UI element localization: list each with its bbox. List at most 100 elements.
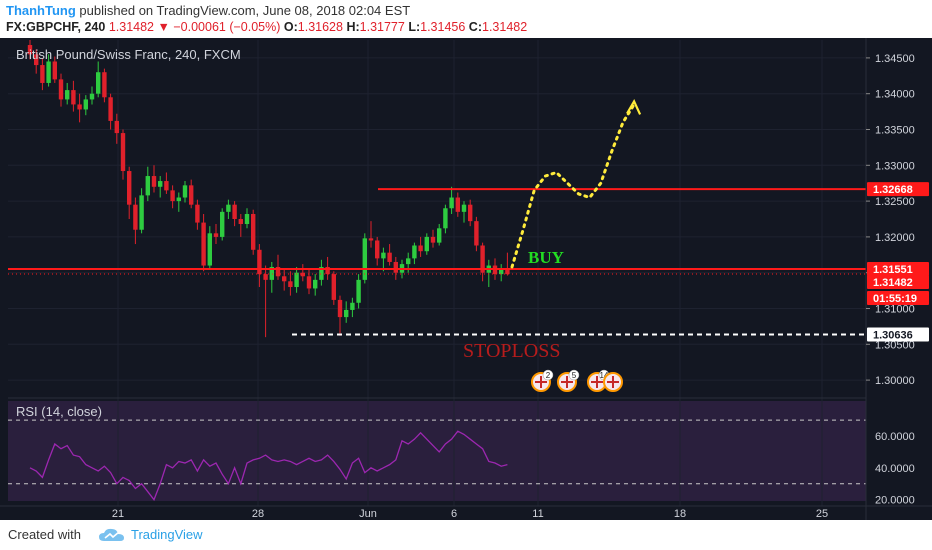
price-label-box <box>867 327 929 342</box>
candle-body <box>170 190 175 202</box>
candle-body <box>220 211 225 237</box>
uk-flag-cross <box>561 376 573 388</box>
price-label-text: 1.32668 <box>873 184 913 196</box>
candle-body <box>344 309 349 318</box>
publish-line: ThanhTung published on TradingView.com, … <box>6 3 410 18</box>
x-tick-label: 11 <box>532 508 543 520</box>
candle-body <box>331 274 336 300</box>
price-label-box <box>867 291 929 306</box>
x-tick-label: 21 <box>112 508 124 520</box>
price-label-text: 1.30636 <box>873 330 913 342</box>
candle-body <box>362 238 367 280</box>
candle-body <box>83 99 88 110</box>
rsi-tick-label: 40.0000 <box>875 463 915 475</box>
candle-body <box>182 185 188 198</box>
chart-title: British Pound/Swiss Franc, 240, FXCM <box>16 47 241 62</box>
candle-body <box>356 279 361 303</box>
candle-body <box>300 272 305 277</box>
candle-body <box>468 204 473 222</box>
uk-flag-cross <box>607 376 619 388</box>
author-link[interactable]: ThanhTung <box>6 3 76 18</box>
candle-body <box>275 266 281 277</box>
candle-body <box>77 104 82 110</box>
candle-body <box>46 61 51 83</box>
event-count: 2 <box>546 371 551 380</box>
y-tick-label: 1.34500 <box>875 53 915 65</box>
candle-body <box>288 281 293 288</box>
price-label-box <box>867 182 929 197</box>
candle-body <box>232 204 237 219</box>
close-label: C: <box>468 20 482 34</box>
tradingview-logo-icon <box>99 528 124 541</box>
candle-body <box>27 45 33 55</box>
candle-body <box>257 249 262 275</box>
grid <box>8 40 866 506</box>
candle-body <box>412 245 417 259</box>
symbol-line: FX:GBPCHF, 240 1.31482 ▼ −0.00061 (−0.05… <box>6 20 527 34</box>
candle-body <box>244 213 250 225</box>
candle-body <box>375 240 380 259</box>
candle-body <box>71 90 76 105</box>
candle-body <box>127 171 132 205</box>
y-tick-label: 1.33000 <box>875 160 915 172</box>
candle-body <box>337 299 343 318</box>
candle-body <box>139 195 144 230</box>
x-tick-label: 6 <box>451 508 457 520</box>
candle-body <box>294 272 299 288</box>
uk-flag-cross <box>535 376 547 388</box>
projection-path <box>510 102 636 269</box>
candle-body <box>449 197 454 209</box>
candle-body <box>406 258 411 265</box>
candle-body <box>213 233 219 237</box>
price-chart[interactable]: 2 5 14 1.300001.305001.310001.315001.32000… <box>0 38 932 520</box>
x-tick-label: 18 <box>674 508 686 520</box>
candle-body <box>269 266 274 280</box>
last-price: 1.31482 <box>108 20 155 34</box>
event-count: 5 <box>572 371 577 380</box>
rsi-tick-label: 20.0000 <box>875 495 915 507</box>
candle-body <box>145 176 150 196</box>
candle-body <box>158 181 163 187</box>
candle-body <box>102 72 107 98</box>
candle-body <box>40 65 45 83</box>
levels: 2 5 14 <box>8 99 866 392</box>
candle-body <box>108 97 113 121</box>
candle-body <box>306 276 312 289</box>
candle-body <box>282 276 287 282</box>
tradingview-brand[interactable]: TradingView <box>131 527 203 542</box>
candle-body <box>430 236 436 243</box>
event-count: 14 <box>600 371 609 380</box>
x-tick-label: 28 <box>252 508 264 520</box>
candle-body <box>387 252 392 262</box>
candle-body <box>238 219 243 225</box>
candle-body <box>226 204 231 212</box>
candle-body <box>368 238 374 241</box>
stoploss-label: STOPLOSS <box>463 340 560 362</box>
open-value: 1.31628 <box>297 20 343 34</box>
candle-body <box>455 197 460 212</box>
price-label-text: 01:55:19 <box>873 293 917 305</box>
candle-body <box>58 79 64 100</box>
x-tick-label: Jun <box>359 508 377 520</box>
event-count-badge <box>568 369 580 381</box>
candle-body <box>350 302 355 310</box>
candle-body <box>65 90 70 100</box>
rsi-line <box>29 430 508 501</box>
price-label-box <box>867 262 929 277</box>
axes: 1.300001.305001.310001.315001.320001.325… <box>0 38 932 520</box>
high-value: 1.31777 <box>359 20 405 34</box>
symbol-label[interactable]: FX:GBPCHF, 240 <box>6 20 106 34</box>
candle-body <box>114 120 119 134</box>
candle-body <box>505 269 510 275</box>
candle-body <box>34 54 39 66</box>
chart-header: ThanhTung published on TradingView.com, … <box>0 0 932 38</box>
candle-body <box>499 269 504 275</box>
candle-body <box>424 236 429 252</box>
price-label-text: 1.31482 <box>873 277 913 289</box>
candle-body <box>189 185 194 205</box>
footer: Created with TradingView <box>0 520 932 550</box>
candle-body <box>120 133 126 172</box>
candle-body <box>393 261 398 273</box>
candle-body <box>474 221 479 246</box>
candle-body <box>207 233 212 266</box>
